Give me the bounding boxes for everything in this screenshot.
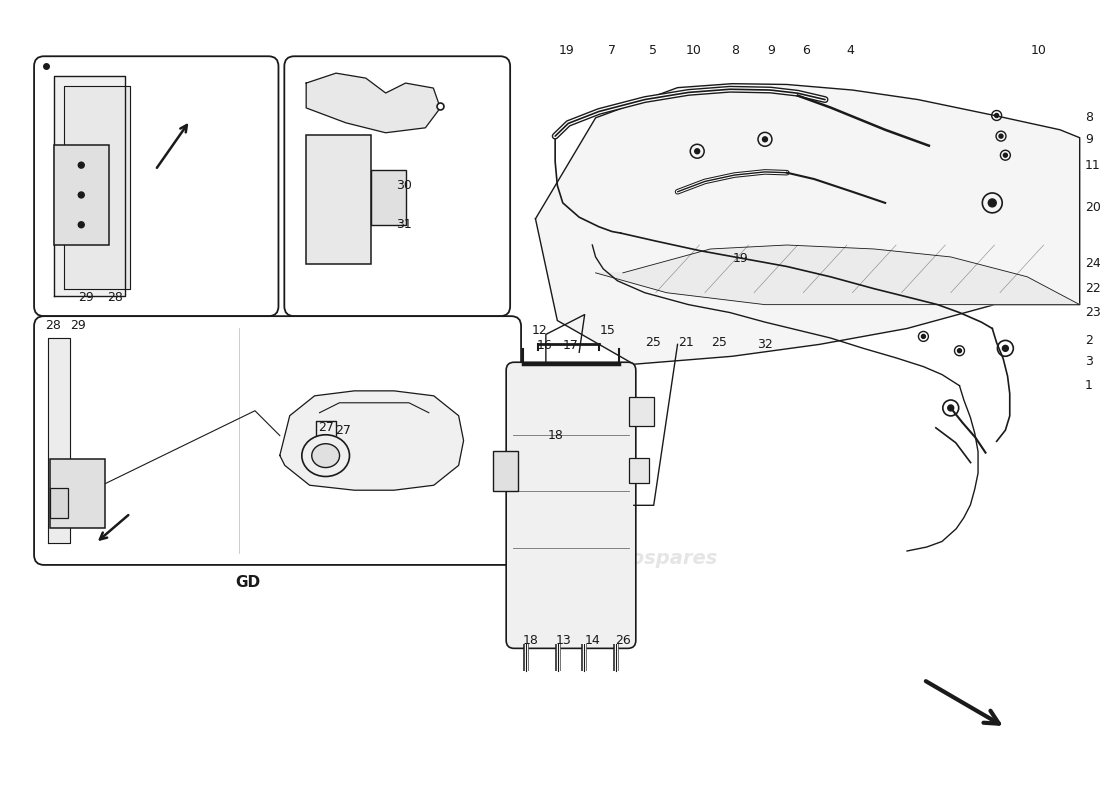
Text: 25: 25 bbox=[646, 336, 661, 350]
Circle shape bbox=[988, 199, 997, 207]
Polygon shape bbox=[48, 338, 69, 543]
Polygon shape bbox=[306, 73, 440, 133]
Text: 25: 25 bbox=[711, 336, 727, 350]
Text: 9: 9 bbox=[768, 44, 776, 57]
Text: 10: 10 bbox=[686, 44, 702, 57]
Circle shape bbox=[994, 114, 999, 118]
Circle shape bbox=[948, 405, 954, 411]
Text: 21: 21 bbox=[679, 336, 694, 350]
Circle shape bbox=[922, 334, 925, 338]
Text: 12: 12 bbox=[532, 323, 548, 337]
FancyBboxPatch shape bbox=[34, 56, 278, 316]
Circle shape bbox=[1003, 154, 1008, 157]
Circle shape bbox=[1002, 346, 1009, 351]
Circle shape bbox=[999, 134, 1003, 138]
Text: eurospares: eurospares bbox=[124, 510, 248, 529]
Text: 19: 19 bbox=[733, 252, 749, 265]
Text: 3: 3 bbox=[1086, 355, 1093, 368]
Text: GD: GD bbox=[235, 575, 261, 590]
Text: 2: 2 bbox=[1086, 334, 1093, 347]
Text: 18: 18 bbox=[547, 430, 563, 442]
FancyBboxPatch shape bbox=[34, 316, 521, 565]
Text: 26: 26 bbox=[615, 634, 630, 646]
Text: 8: 8 bbox=[732, 44, 739, 57]
Bar bbox=[50, 458, 104, 528]
Text: 18: 18 bbox=[524, 634, 539, 646]
Bar bbox=[629, 397, 653, 426]
Text: 10: 10 bbox=[1031, 44, 1046, 57]
Text: eurospares: eurospares bbox=[594, 327, 717, 346]
Text: 20: 20 bbox=[1086, 201, 1100, 214]
Bar bbox=[371, 170, 406, 225]
Text: 28: 28 bbox=[108, 291, 123, 304]
Polygon shape bbox=[64, 86, 131, 290]
FancyBboxPatch shape bbox=[284, 56, 510, 316]
Text: 27: 27 bbox=[336, 424, 352, 438]
Polygon shape bbox=[595, 245, 1080, 305]
Text: 28: 28 bbox=[45, 319, 60, 332]
Text: 5: 5 bbox=[649, 44, 658, 57]
Text: 13: 13 bbox=[556, 634, 572, 646]
Circle shape bbox=[78, 222, 85, 228]
Text: 17: 17 bbox=[562, 339, 579, 353]
Polygon shape bbox=[54, 76, 125, 296]
Text: 27: 27 bbox=[318, 422, 333, 434]
Text: 24: 24 bbox=[1086, 257, 1100, 270]
Text: 4: 4 bbox=[846, 44, 854, 57]
Text: eurospares: eurospares bbox=[124, 327, 248, 346]
Text: 16: 16 bbox=[537, 339, 552, 353]
Text: 9: 9 bbox=[1086, 133, 1093, 146]
Polygon shape bbox=[279, 391, 463, 490]
Text: 31: 31 bbox=[396, 218, 411, 231]
Bar bbox=[50, 489, 68, 518]
Text: 14: 14 bbox=[584, 634, 601, 646]
Text: 11: 11 bbox=[1086, 159, 1100, 172]
Bar bbox=[306, 135, 371, 265]
Text: 19: 19 bbox=[558, 44, 574, 57]
Text: 30: 30 bbox=[396, 178, 411, 191]
Circle shape bbox=[762, 137, 768, 142]
Bar bbox=[629, 458, 649, 482]
Circle shape bbox=[695, 149, 700, 154]
Text: 32: 32 bbox=[757, 338, 773, 351]
Text: 29: 29 bbox=[78, 291, 94, 304]
Text: 29: 29 bbox=[70, 319, 86, 332]
Text: 8: 8 bbox=[1086, 111, 1093, 124]
Ellipse shape bbox=[301, 434, 350, 477]
Bar bbox=[54, 146, 109, 245]
Circle shape bbox=[78, 162, 85, 168]
Text: 23: 23 bbox=[1086, 306, 1100, 319]
Text: 1: 1 bbox=[1086, 379, 1093, 392]
Text: 7: 7 bbox=[608, 44, 616, 57]
Text: 6: 6 bbox=[803, 44, 811, 57]
Text: eurospares: eurospares bbox=[594, 550, 717, 569]
Polygon shape bbox=[536, 84, 1080, 364]
FancyBboxPatch shape bbox=[506, 362, 636, 648]
Bar bbox=[493, 451, 518, 491]
Text: 22: 22 bbox=[1086, 282, 1100, 295]
Text: 15: 15 bbox=[600, 323, 616, 337]
Circle shape bbox=[957, 349, 961, 353]
Circle shape bbox=[78, 192, 85, 198]
Ellipse shape bbox=[311, 444, 340, 467]
